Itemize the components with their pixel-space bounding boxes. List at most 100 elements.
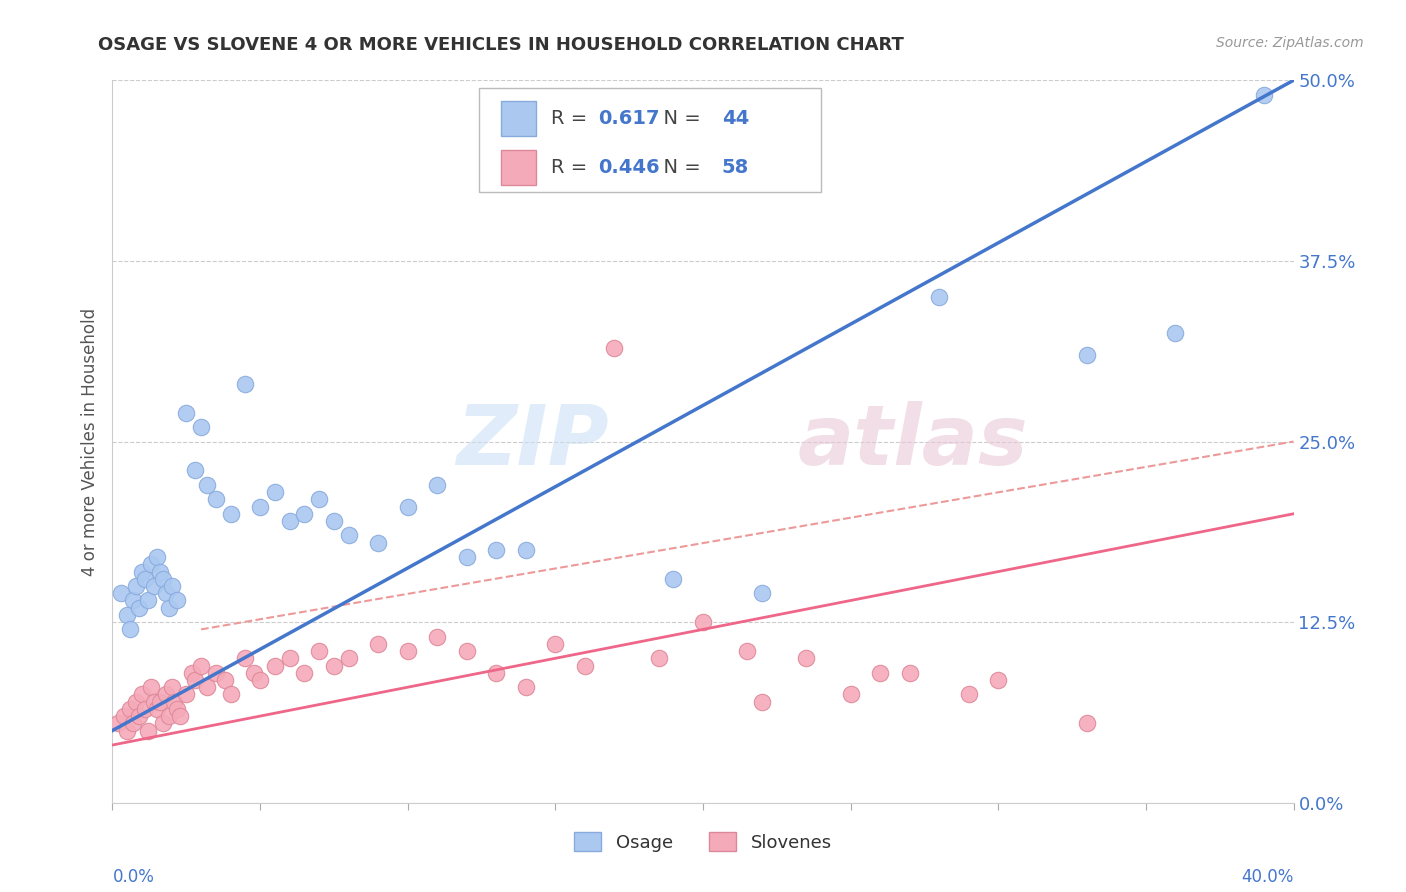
Point (136, 723, 159, 738)
Point (264, 485, 287, 500)
Point (796, 651, 818, 665)
Point (898, 665, 921, 680)
Point (869, 665, 891, 680)
Point (125, 579, 148, 593)
Point (149, 565, 172, 579)
Point (146, 550, 169, 565)
Point (174, 687, 197, 701)
Point (128, 709, 150, 723)
Point (1076, 348, 1098, 362)
Point (160, 680, 183, 694)
Point (292, 507, 315, 521)
Point (456, 644, 478, 658)
Text: N =: N = (651, 109, 707, 128)
Point (157, 600, 180, 615)
Point (195, 478, 218, 492)
Point (122, 593, 145, 607)
Point (142, 579, 165, 593)
Point (155, 687, 177, 701)
Point (120, 623, 142, 637)
Point (544, 637, 567, 651)
Text: 58: 58 (721, 158, 749, 177)
Point (149, 695, 172, 709)
Point (928, 290, 950, 304)
Text: N =: N = (651, 158, 707, 177)
Point (647, 651, 671, 665)
Text: 44: 44 (721, 109, 749, 128)
Point (155, 586, 177, 600)
FancyBboxPatch shape (501, 101, 537, 136)
Point (205, 492, 228, 507)
Point (190, 420, 212, 434)
Point (249, 673, 271, 687)
Point (112, 709, 135, 723)
Point (157, 709, 180, 723)
Point (190, 658, 212, 673)
Point (396, 500, 419, 514)
FancyBboxPatch shape (501, 150, 537, 185)
Point (426, 630, 449, 644)
Point (278, 514, 301, 528)
Point (142, 695, 165, 709)
Point (174, 406, 197, 420)
Point (117, 723, 138, 738)
Text: Source: ZipAtlas.com: Source: ZipAtlas.com (1216, 36, 1364, 50)
Point (323, 514, 346, 528)
Point (692, 615, 714, 630)
Point (107, 716, 129, 731)
Point (662, 572, 685, 586)
Point (125, 695, 148, 709)
Point (139, 680, 162, 694)
Point (134, 572, 156, 586)
Point (219, 687, 242, 701)
Y-axis label: 4 or more Vehicles in Household: 4 or more Vehicles in Household (80, 308, 98, 575)
Text: 0.446: 0.446 (598, 158, 659, 177)
Point (278, 651, 301, 665)
Point (233, 651, 256, 665)
Point (233, 376, 256, 391)
Point (308, 492, 330, 507)
Point (146, 702, 169, 716)
Point (1164, 326, 1187, 341)
Point (426, 478, 449, 492)
Point (1076, 716, 1098, 731)
Point (396, 644, 419, 658)
Text: ZIP: ZIP (456, 401, 609, 482)
Point (323, 658, 346, 673)
Point (367, 637, 389, 651)
Point (249, 500, 271, 514)
Point (264, 658, 287, 673)
Text: atlas: atlas (797, 401, 1028, 482)
Point (184, 673, 207, 687)
Point (957, 687, 980, 701)
Point (214, 673, 236, 687)
Point (737, 644, 759, 658)
Point (839, 687, 862, 701)
Point (152, 572, 174, 586)
FancyBboxPatch shape (478, 87, 821, 193)
Point (205, 665, 228, 680)
Point (292, 665, 315, 680)
Point (987, 673, 1010, 687)
Point (308, 644, 330, 658)
Point (751, 695, 773, 709)
Point (367, 535, 389, 549)
Point (337, 651, 360, 665)
Point (456, 550, 478, 565)
Text: R =: R = (551, 109, 593, 128)
Text: 0.617: 0.617 (598, 109, 659, 128)
Point (139, 558, 162, 572)
Point (184, 463, 207, 477)
Point (128, 600, 150, 615)
Point (163, 695, 186, 709)
Point (243, 665, 266, 680)
Point (110, 586, 132, 600)
Point (131, 687, 153, 701)
Point (219, 507, 242, 521)
Point (485, 542, 508, 557)
Point (574, 658, 596, 673)
Text: 40.0%: 40.0% (1241, 868, 1294, 886)
Legend: Osage, Slovenes: Osage, Slovenes (567, 825, 839, 859)
Point (195, 680, 218, 694)
Point (515, 542, 537, 557)
